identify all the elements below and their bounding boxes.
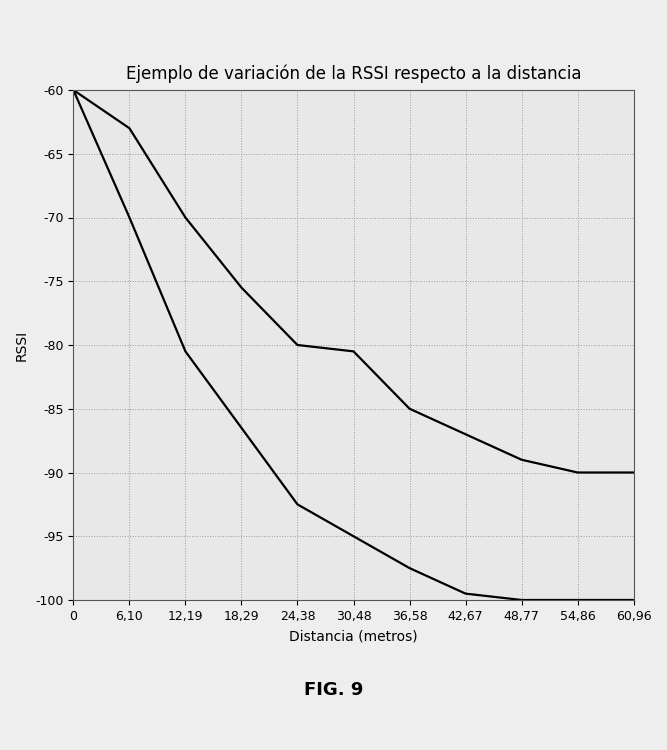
Text: FIG. 9: FIG. 9	[303, 681, 364, 699]
Y-axis label: RSSI: RSSI	[14, 329, 28, 361]
X-axis label: Distancia (metros): Distancia (metros)	[289, 630, 418, 644]
Title: Ejemplo de variación de la RSSI respecto a la distancia: Ejemplo de variación de la RSSI respecto…	[126, 64, 581, 83]
